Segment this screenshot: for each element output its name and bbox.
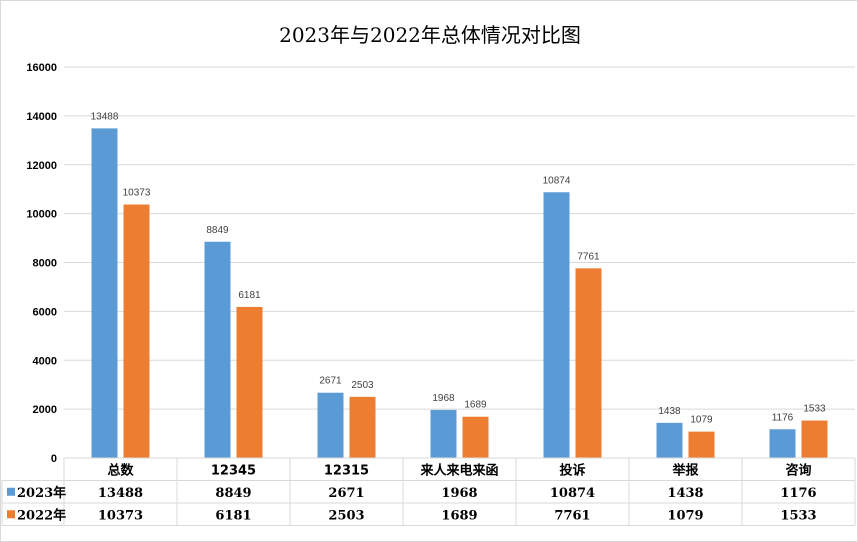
bar-series-1	[769, 429, 796, 458]
category-label: 12315	[324, 463, 369, 478]
y-axis: 0 2000 4000 6000 8000 10000 12000 14000 16000	[26, 62, 57, 465]
bar-series-1	[430, 409, 457, 458]
category-label: 咨询	[785, 462, 811, 478]
table-cell: 10373	[98, 508, 143, 523]
bar-series-2	[462, 416, 489, 458]
data-label: 8849	[206, 225, 229, 236]
category-label: 12345	[211, 463, 256, 478]
data-label: 2671	[319, 376, 342, 387]
bar-series-2	[575, 268, 602, 458]
data-labels: 13488 10373 8849 6181 2671 2503 1968 1689 10874 7…	[91, 111, 826, 425]
data-label: 7761	[577, 251, 600, 262]
data-label: 1176	[772, 412, 794, 423]
legend-series-name: 2022年	[17, 507, 66, 523]
bar-series-2	[236, 306, 263, 458]
data-label: 1689	[464, 400, 487, 411]
y-tick-label: 14000	[26, 111, 57, 123]
table-cell: 10874	[550, 486, 595, 501]
bar-series-1	[91, 128, 118, 458]
category-label: 投诉	[559, 462, 585, 478]
bar-series-2	[688, 431, 715, 458]
y-tick-label: 10000	[26, 209, 57, 221]
y-tick-label: 0	[51, 453, 57, 465]
chart-title: 2023年与2022年总体情况对比图	[279, 23, 581, 47]
data-label: 1533	[803, 404, 826, 415]
table-cell: 8849	[215, 486, 251, 501]
bar-series-1	[656, 422, 683, 458]
bar-series-2	[123, 204, 150, 458]
y-tick-label: 4000	[33, 355, 57, 367]
category-label: 总数	[107, 462, 134, 478]
y-tick-label: 8000	[33, 258, 57, 270]
table-cell: 1689	[441, 508, 477, 523]
category-label: 来人来电来函	[419, 462, 498, 478]
legend-series-name: 2023年	[17, 485, 66, 501]
data-label: 1968	[432, 393, 455, 404]
y-tick-label: 2000	[33, 404, 57, 416]
bars	[91, 128, 828, 458]
legend-swatch-2	[7, 510, 15, 519]
table-cell: 1968	[441, 486, 477, 501]
table-cell: 1438	[667, 486, 703, 501]
data-label: 2503	[351, 380, 374, 391]
bar-series-2	[349, 396, 376, 458]
y-tick-label: 12000	[26, 160, 57, 172]
table-cell: 7761	[554, 508, 590, 523]
data-label: 1079	[690, 415, 713, 426]
data-label: 13488	[91, 111, 119, 122]
bar-series-2	[801, 420, 828, 458]
table-cell: 1533	[780, 508, 816, 523]
y-tick-label: 16000	[26, 62, 57, 74]
legend-swatch-1	[7, 487, 15, 496]
table-cell: 1176	[780, 486, 816, 501]
data-table: 总数 12345 12315 来人来电来函 投诉 举报 咨询 2023年 13488 8849 26…	[1, 457, 856, 526]
y-tick-label: 6000	[33, 306, 57, 318]
bar-series-1	[317, 392, 344, 458]
table-cell: 2503	[328, 508, 364, 523]
table-cell: 1079	[667, 508, 703, 523]
bar-series-1	[543, 192, 570, 458]
table-cell: 2671	[328, 486, 364, 501]
data-label: 10373	[123, 188, 151, 199]
data-label: 6181	[238, 290, 261, 301]
data-label: 10874	[543, 175, 571, 186]
table-cell: 6181	[215, 508, 251, 523]
table-cell: 13488	[98, 486, 143, 501]
category-label: 举报	[671, 462, 699, 478]
data-label: 1438	[658, 406, 681, 417]
bar-series-1	[204, 241, 231, 458]
